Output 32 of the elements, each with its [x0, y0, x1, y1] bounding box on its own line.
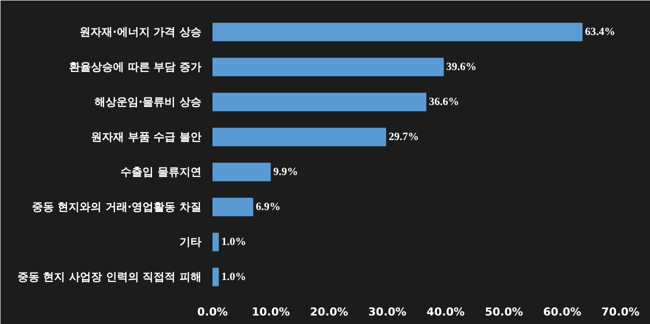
y-tick-label: 수출입 물류지연 — [120, 166, 202, 178]
y-tick-label: 중동 현지 사업장 인력의 직접적 피해 — [17, 270, 202, 284]
bar — [212, 22, 583, 42]
y-tick-label: 중동 현지와의 거래·영업활동 차질 — [32, 200, 202, 214]
bar — [212, 268, 219, 286]
data-label: 1.0% — [221, 236, 246, 248]
bar — [212, 128, 386, 146]
bar — [212, 198, 254, 216]
x-tick-label: 20.0% — [310, 306, 348, 318]
x-tick-label: 0.0% — [197, 306, 228, 318]
x-tick-label: 30.0% — [368, 306, 406, 318]
y-tick-label: 원자재 부품 수급 불안 — [91, 130, 202, 144]
x-tick-label: 50.0% — [484, 306, 524, 318]
bar — [212, 232, 219, 252]
x-tick-label: 70.0% — [601, 306, 640, 318]
data-label: 1.0% — [221, 271, 246, 283]
x-tick-label: 60.0% — [543, 306, 582, 318]
y-tick-label: 기타 — [180, 236, 202, 248]
data-label: 39.6% — [446, 61, 477, 73]
bar — [212, 58, 444, 76]
x-tick-label: 10.0% — [252, 306, 290, 318]
y-tick-label: 환율상승에 따른 부담 증가 — [69, 60, 202, 74]
data-label: 29.7% — [388, 131, 419, 143]
bar — [212, 162, 271, 182]
x-tick-label: 40.0% — [426, 306, 465, 318]
data-label: 36.6% — [428, 96, 460, 108]
data-label: 6.9% — [256, 201, 280, 213]
y-tick-label: 원자재·에너지 가격 상승 — [80, 26, 202, 38]
bar — [212, 92, 426, 112]
data-label: 9.9% — [273, 166, 298, 178]
data-label: 63.4% — [585, 26, 616, 38]
y-tick-label: 해상운임·물류비 상승 — [94, 96, 202, 108]
